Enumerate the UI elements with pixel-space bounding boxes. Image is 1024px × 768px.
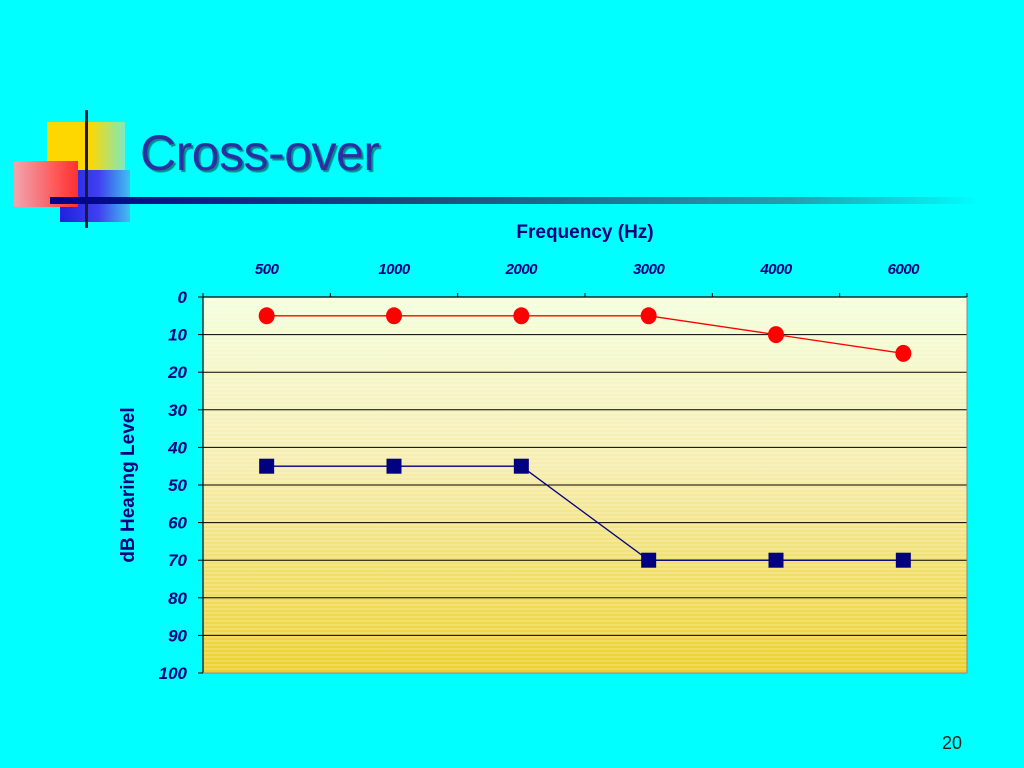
y-axis-title: dB Hearing Level [118, 407, 139, 562]
y-tick-label: 40 [167, 438, 187, 457]
data-point-circle [768, 326, 784, 344]
y-tick-label: 10 [168, 326, 187, 345]
x-tick-label: 4000 [759, 261, 793, 278]
data-point-circle [513, 307, 530, 325]
data-point-square [641, 552, 657, 568]
data-point-circle [640, 307, 657, 325]
y-tick-label: 0 [178, 288, 188, 307]
x-tick-label: 1000 [378, 261, 411, 278]
y-tick-label: 30 [168, 401, 187, 420]
series-line-circle [266, 315, 904, 355]
x-tick-label: 2000 [505, 261, 539, 278]
data-point-square [513, 458, 529, 474]
series-line-square [266, 465, 904, 561]
data-point-square [768, 552, 784, 568]
slide-title: Cross-over [140, 125, 380, 181]
y-tick-label: 90 [168, 626, 187, 645]
data-point-square [259, 458, 275, 474]
x-tick-label: 6000 [888, 261, 921, 278]
decor-vertical-line [85, 110, 88, 228]
data-point-square [895, 552, 911, 568]
y-tick-label: 60 [168, 514, 187, 533]
data-point-circle [895, 344, 912, 362]
y-tick-label: 100 [159, 664, 188, 683]
y-tick-label: 80 [168, 589, 187, 608]
data-point-circle [258, 307, 275, 325]
x-tick-label: 3000 [633, 261, 666, 278]
slide-number: 20 [941, 733, 962, 753]
x-tick-label: 500 [255, 261, 280, 278]
y-tick-label: 20 [167, 363, 187, 382]
data-point-circle [386, 307, 402, 325]
title-underline [50, 197, 980, 204]
data-point-square [386, 458, 402, 474]
y-tick-label: 70 [168, 551, 187, 570]
x-axis-title: Frequency (Hz) [516, 222, 653, 243]
y-tick-label: 50 [168, 476, 187, 495]
